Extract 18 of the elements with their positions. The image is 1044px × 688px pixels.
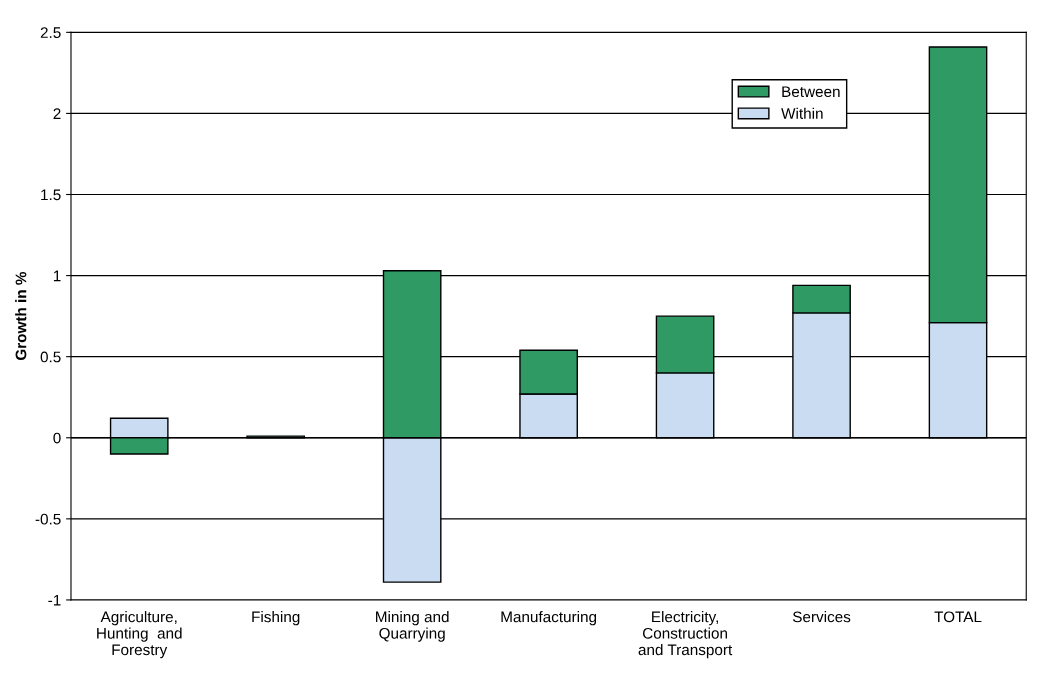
x-tick-label: Mining and Quarrying: [376, 611, 449, 642]
y-tick-label: 2.5: [40, 27, 61, 39]
x-tick-label: Manufacturing: [501, 611, 597, 626]
y-tick-label: 1: [53, 270, 61, 282]
x-tick-label: Agriculture, Hunting and Forestry: [97, 611, 182, 659]
legend-label: Between: [782, 86, 840, 98]
x-tick-label: Fishing: [252, 611, 300, 626]
y-axis-title: Growth in %: [15, 271, 27, 361]
x-tick-label: TOTAL: [934, 611, 982, 623]
y-tick-label: -1: [48, 594, 61, 606]
y-tick-label: 0: [53, 432, 61, 444]
x-tick-label: Electricity, Construction and Transport: [638, 611, 733, 659]
legend-label: Within: [781, 107, 823, 119]
x-tick-label: Services: [792, 611, 851, 623]
y-tick-label: 0.5: [40, 351, 61, 363]
y-tick-label: 1.5: [41, 189, 61, 201]
y-tick-label: -0.5: [35, 513, 61, 525]
y-tick-label: 2: [53, 108, 61, 119]
